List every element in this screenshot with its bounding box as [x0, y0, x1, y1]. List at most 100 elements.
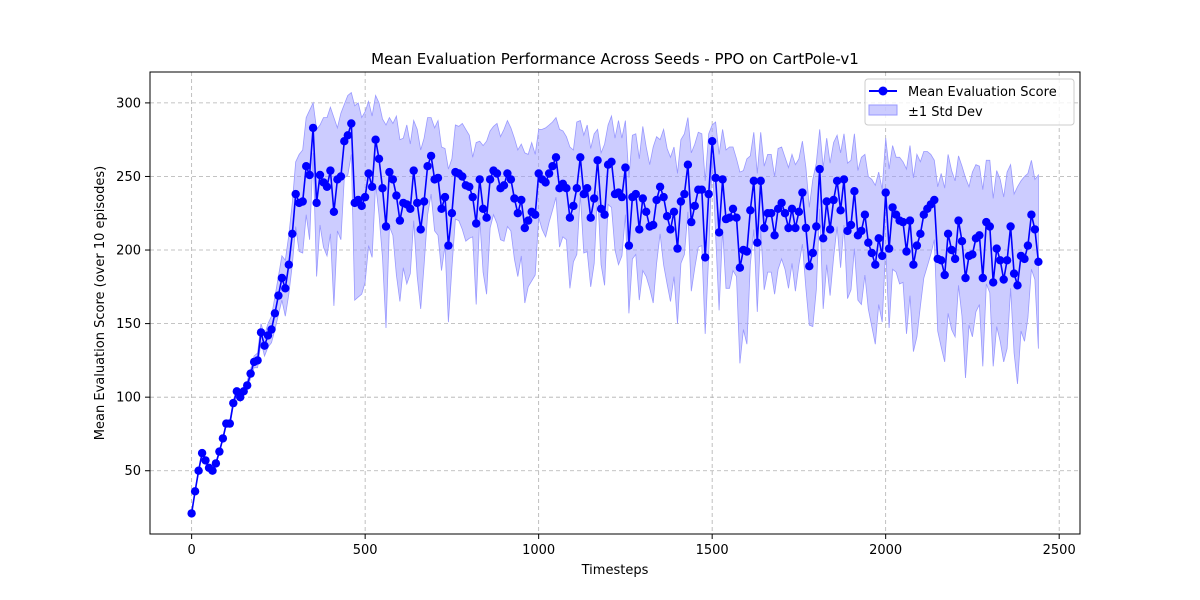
- data-point: [801, 223, 811, 233]
- data-point: [676, 197, 686, 206]
- data-point: [770, 231, 779, 240]
- data-point: [499, 181, 509, 190]
- data-point: [735, 263, 745, 272]
- data-point: [274, 291, 283, 300]
- data-point: [992, 244, 1001, 253]
- data-point: [815, 164, 824, 174]
- data-point: [898, 217, 908, 227]
- data-point: [822, 197, 831, 206]
- data-point: [419, 197, 429, 206]
- data-point: [704, 189, 713, 199]
- data-point: [284, 260, 293, 269]
- data-point: [1030, 225, 1040, 234]
- data-point: [562, 184, 571, 193]
- data-point: [621, 163, 630, 172]
- data-point: [485, 175, 495, 184]
- data-point: [690, 201, 699, 211]
- data-point: [302, 162, 311, 171]
- x-tick-label: 2000: [869, 543, 902, 558]
- data-point: [1013, 281, 1022, 290]
- data-point: [308, 123, 318, 133]
- data-point: [985, 222, 994, 231]
- x-tick-label: 1500: [696, 543, 729, 558]
- y-tick-label: 250: [116, 170, 141, 185]
- data-point: [215, 447, 224, 456]
- data-point: [957, 237, 967, 246]
- data-point: [218, 434, 228, 443]
- data-point: [586, 213, 595, 222]
- data-point: [725, 213, 734, 222]
- data-point: [378, 184, 387, 193]
- data-point: [617, 192, 627, 202]
- data-point: [1027, 210, 1036, 219]
- data-point: [798, 188, 807, 197]
- data-point: [912, 241, 922, 250]
- data-point: [607, 157, 616, 166]
- data-point: [784, 223, 793, 233]
- data-point: [572, 184, 581, 193]
- data-point: [711, 173, 720, 183]
- data-point: [662, 212, 672, 221]
- data-point: [871, 260, 880, 269]
- data-point: [905, 216, 915, 225]
- data-point: [1002, 256, 1012, 265]
- data-point: [315, 170, 325, 180]
- data-point: [714, 228, 724, 237]
- data-point: [388, 175, 398, 184]
- data-point: [364, 169, 373, 178]
- data-point: [437, 204, 446, 213]
- data-point: [867, 248, 876, 258]
- data-point: [950, 254, 960, 264]
- data-point: [760, 223, 769, 233]
- data-point: [478, 204, 488, 213]
- data-point: [937, 256, 946, 265]
- data-point: [978, 273, 987, 283]
- data-point: [999, 275, 1008, 284]
- data-point: [1009, 269, 1019, 278]
- x-tick-label: 1000: [522, 543, 555, 558]
- data-point: [888, 203, 897, 212]
- data-point: [669, 207, 679, 216]
- y-tick-label: 50: [124, 464, 141, 479]
- data-point: [229, 398, 238, 408]
- data-point: [1006, 222, 1015, 231]
- mean-score-markers: [187, 119, 1043, 518]
- data-point: [638, 194, 647, 203]
- data-point: [718, 175, 727, 184]
- data-point: [943, 229, 953, 238]
- plot-frame: [149, 71, 1081, 535]
- data-point: [812, 222, 821, 231]
- data-point: [492, 169, 502, 178]
- data-point: [392, 191, 401, 200]
- data-point: [444, 241, 453, 250]
- data-point: [777, 198, 786, 208]
- data-point: [791, 223, 800, 233]
- data-point: [506, 175, 516, 184]
- data-point: [447, 209, 457, 218]
- data-point: [336, 172, 346, 181]
- data-point: [548, 162, 557, 171]
- data-point: [947, 245, 956, 255]
- data-point: [683, 160, 693, 169]
- data-point: [551, 153, 561, 162]
- data-point: [767, 209, 776, 218]
- data-point: [860, 210, 870, 219]
- y-tick-label: 100: [116, 391, 141, 406]
- data-point: [655, 182, 665, 191]
- data-point: [367, 182, 377, 191]
- data-point: [642, 207, 651, 216]
- data-point: [989, 278, 998, 287]
- data-point: [211, 459, 221, 468]
- data-point: [440, 192, 450, 202]
- data-point: [565, 213, 575, 222]
- data-point: [531, 210, 540, 219]
- data-point: [374, 154, 384, 163]
- data-point: [1034, 257, 1043, 266]
- data-point: [1023, 241, 1033, 250]
- data-point: [246, 369, 255, 378]
- data-point: [371, 135, 380, 144]
- data-point: [329, 207, 339, 216]
- data-point: [846, 220, 856, 230]
- data-point: [458, 172, 467, 181]
